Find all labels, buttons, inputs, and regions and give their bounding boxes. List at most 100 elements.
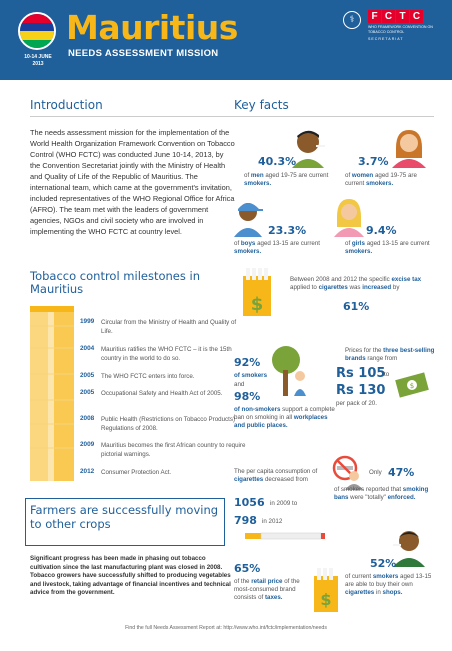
price-to-word: to — [384, 371, 390, 378]
smokers-support-percent: 92% — [234, 356, 261, 369]
girls-text-bold: girls — [351, 240, 365, 247]
men-percent: 40.3% — [258, 155, 297, 168]
prices-text-bold: three best-selling brands — [345, 347, 435, 362]
footer-link[interactable]: Find the full Needs Assessment Report at… — [125, 625, 327, 631]
cigarette-pack-price-icon: $ — [314, 568, 338, 612]
women-text: of women aged 19-75 are current smokers. — [345, 172, 437, 188]
boy-icon — [234, 203, 263, 237]
farmers-heading: Farmers are successfully moving to other… — [30, 503, 219, 531]
tax-text-bold: cigarettes — [318, 284, 348, 291]
mission-year: 2013 — [32, 61, 44, 67]
milestone-text: Mauritius ratifies the WHO FCTC – it is … — [101, 346, 232, 362]
girls-text-part: of — [345, 240, 352, 247]
milestone-text: Occupational Safety and Health Act of 20… — [101, 390, 223, 397]
page-subtitle: NEEDS ASSESSMENT MISSION — [68, 48, 219, 59]
who-logo-icon: ⚕ — [343, 11, 361, 29]
retail-percent: 65% — [234, 562, 261, 575]
consumption-text-bold: cigarettes — [234, 476, 264, 483]
retail-text: of the retail price of the most-consumed… — [234, 578, 312, 602]
bans-text-part: of smokers reported that — [334, 486, 403, 493]
women-text-bold: smokers. — [365, 180, 394, 187]
buy-text-bold: cigarettes — [345, 589, 375, 596]
prices-text: Prices for the three best-selling brands… — [345, 347, 441, 363]
and-label: and — [234, 381, 245, 388]
tax-text-part: by — [391, 284, 400, 291]
milestone-text: Consumer Protection Act. — [101, 469, 172, 476]
boys-text-part: of — [234, 240, 241, 247]
tree-person-icon — [272, 346, 306, 396]
support-text-bold: of non-smokers — [234, 406, 281, 413]
svg-text:$: $ — [410, 382, 414, 390]
buy-text-part: aged 13-15 are able to buy their own — [345, 573, 432, 588]
tax-text-bold: increased — [362, 284, 392, 291]
bans-text-bold: enforced. — [387, 494, 416, 501]
retail-text-bold: retail price — [251, 578, 283, 585]
svg-text:$: $ — [251, 294, 264, 315]
women-text-part: of — [345, 172, 352, 179]
price-to: Rs 130 — [336, 383, 386, 398]
retail-text-part: of the — [234, 578, 252, 585]
key-facts-heading: Key facts — [234, 98, 289, 112]
person-icon — [345, 471, 363, 490]
women-text-bold: women — [351, 172, 374, 179]
boys-text: of boys aged 13-15 are current smokers. — [234, 240, 334, 256]
buy-text: of current smokers aged 13-15 are able t… — [345, 573, 441, 597]
man-icon — [292, 130, 325, 168]
divider — [234, 116, 434, 117]
tax-text-part: was — [347, 284, 363, 291]
consumption-2009-label: in 2009 to — [270, 500, 298, 507]
divider — [30, 116, 235, 117]
intro-heading: Introduction — [30, 98, 103, 112]
fctc-secretariat: SECRETARIAT — [368, 37, 404, 41]
consumption-text: The per capita consumption of cigarettes… — [234, 468, 334, 484]
prices-text-part: Prices for the — [345, 347, 384, 354]
buy-text-bold: shops. — [382, 589, 403, 596]
retail-text-bold: taxes. — [264, 594, 283, 601]
girls-text: of girls aged 13-15 are current smokers. — [345, 240, 440, 256]
farmers-text: Significant progress has been made in ph… — [30, 555, 231, 596]
milestone-text: Circular from the Ministry of Health and… — [101, 319, 237, 335]
women-percent: 3.7% — [358, 155, 389, 168]
prices-text-part: range from — [365, 355, 398, 362]
support-text-part: support a complete ban on smoking in all — [234, 406, 335, 421]
girls-percent: 9.4% — [366, 224, 397, 237]
tax-percent: 61% — [343, 300, 370, 313]
farmers-box — [25, 498, 225, 546]
buy-text-part: of current — [345, 573, 373, 580]
girl-icon — [334, 199, 364, 237]
fctc-letter: C — [410, 10, 423, 23]
buy-text-part: in — [374, 589, 383, 596]
teen-smoker-icon — [393, 531, 425, 567]
milestone-year: 2012 — [80, 468, 95, 475]
mauritius-flag-icon — [18, 12, 56, 50]
milestone-text: Public Health (Restrictions on Tobacco P… — [101, 416, 236, 432]
page-title: Mauritius — [66, 8, 238, 47]
bans-only: Only — [369, 469, 382, 476]
mission-date: 10-14 JUNE — [24, 54, 52, 60]
boys-text-part: aged 13-15 are current — [255, 240, 321, 247]
bans-text-part: were "totally" — [348, 494, 388, 501]
intro-text: The needs assessment mission for the imp… — [30, 128, 235, 236]
tax-text-part: Between 2008 and 2012 the specific — [290, 276, 392, 283]
boys-percent: 23.3% — [268, 224, 307, 237]
fctc-subtitle: WHO FRAMEWORK CONVENTION ON TOBACCO CONT… — [368, 25, 433, 34]
milestones-heading: Tobacco control milestones in Mauritius — [30, 269, 201, 296]
milestone-text: The WHO FCTC enters into force. — [101, 373, 195, 380]
non-smokers-support-percent: 98% — [234, 390, 261, 403]
milestone-year: 2004 — [80, 345, 95, 352]
retail-text-part: of the most-consumed brand consists of — [234, 578, 300, 601]
milestone-year: 2009 — [80, 441, 95, 448]
support-text: of non-smokers support a complete ban on… — [234, 406, 336, 430]
men-text: of men aged 19-75 are current smokers. — [244, 172, 336, 188]
banknote-icon: $ — [395, 372, 429, 398]
men-text-part: of — [244, 172, 251, 179]
price-per-pack: per pack of 20. — [336, 400, 377, 407]
bans-text-bold: smoking bans — [334, 486, 429, 501]
boys-text-bold: smokers. — [234, 248, 262, 255]
milestone-year: 2005 — [80, 372, 95, 379]
buy-text-bold: smokers — [372, 573, 399, 580]
tax-text-bold: excise tax — [391, 276, 422, 283]
consumption-text-part: decreased from — [263, 476, 308, 483]
bans-percent: 47% — [388, 466, 415, 479]
header-banner: Mauritius NEEDS ASSESSMENT MISSION 10-14… — [0, 0, 452, 80]
